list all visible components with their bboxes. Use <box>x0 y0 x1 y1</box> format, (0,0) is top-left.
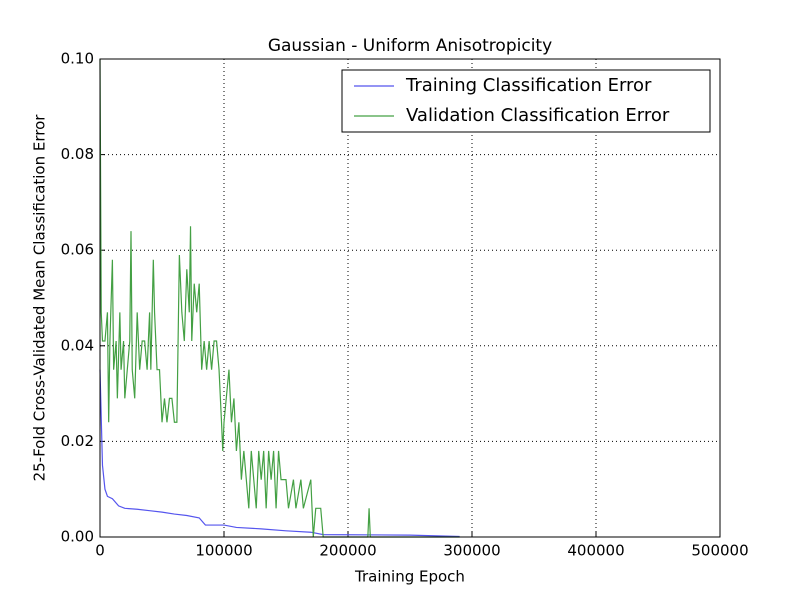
x-tick-label: 0 <box>95 542 105 560</box>
series-line <box>99 58 460 538</box>
y-tick-label: 0.06 <box>61 241 94 259</box>
chart-title: Gaussian - Uniform Anisotropicity <box>268 36 552 56</box>
y-tick-label: 0.08 <box>61 145 94 163</box>
y-tick-label: 0.10 <box>61 50 94 68</box>
x-tick-label: 400000 <box>567 542 624 560</box>
x-tick-label: 200000 <box>319 542 376 560</box>
x-axis-label: Training Epoch <box>354 568 465 586</box>
y-tick-label: 0.04 <box>61 336 94 354</box>
x-tick-label: 100000 <box>195 542 252 560</box>
y-tick-label: 0.02 <box>61 432 94 450</box>
legend-label: Training Classification Error <box>405 75 652 96</box>
legend-label: Validation Classification Error <box>406 105 670 126</box>
y-axis-label: 25-Fold Cross-Validated Mean Classificat… <box>31 114 49 482</box>
x-tick-label: 300000 <box>443 542 500 560</box>
plot-frame <box>99 58 721 538</box>
legend-box <box>341 69 711 133</box>
y-tick-label: 0.00 <box>61 528 94 546</box>
x-tick-label: 500000 <box>691 542 748 560</box>
series-line <box>99 369 460 538</box>
